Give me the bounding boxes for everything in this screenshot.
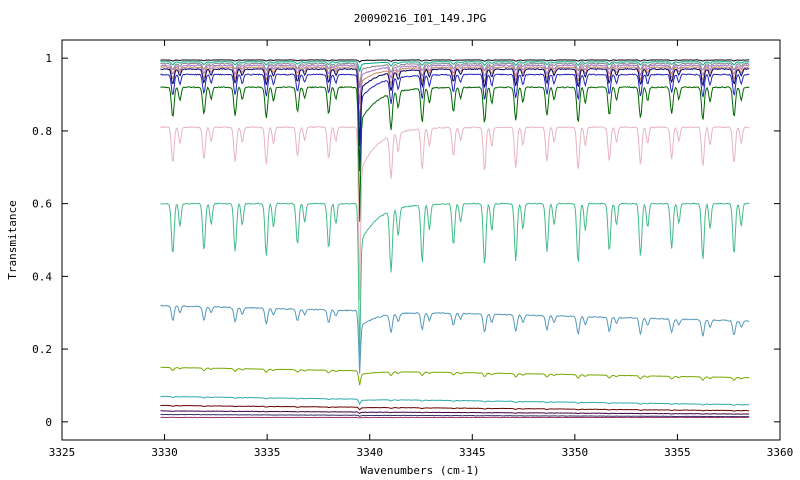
x-tick-label: 3360 xyxy=(767,446,794,459)
series-line xyxy=(160,67,750,147)
x-tick-label: 3335 xyxy=(254,446,281,459)
series-line xyxy=(160,73,750,172)
series-line xyxy=(160,404,750,412)
y-tick-label: 0.4 xyxy=(32,270,52,283)
series-line xyxy=(160,416,750,419)
x-tick-label: 3330 xyxy=(151,446,178,459)
y-tick-label: 0.6 xyxy=(32,198,52,211)
x-tick-label: 3325 xyxy=(49,446,76,459)
series-line xyxy=(160,395,750,406)
series-line xyxy=(160,86,750,222)
x-tick-label: 3340 xyxy=(356,446,383,459)
plot-frame xyxy=(61,39,781,441)
y-tick-label: 0.2 xyxy=(32,343,52,356)
series-line xyxy=(160,62,750,89)
x-tick-label: 3355 xyxy=(664,446,691,459)
series-line xyxy=(160,410,750,415)
x-tick-label: 3350 xyxy=(562,446,589,459)
series-line xyxy=(160,413,750,418)
x-axis: 3325 3330 3335 3340 3345 3350 3355 3360 xyxy=(49,40,794,459)
series-line xyxy=(160,64,750,105)
series-line xyxy=(160,61,750,72)
chart-title: 20090216_I01_149.JPG xyxy=(354,12,486,25)
y-tick-label: 0 xyxy=(45,416,52,429)
x-axis-label: Wavenumbers (cm-1) xyxy=(360,464,479,477)
series-line xyxy=(160,66,750,125)
y-tick-label: 1 xyxy=(45,52,52,65)
y-axis: 0 0.2 0.4 0.6 0.8 1 xyxy=(32,52,780,429)
series-group xyxy=(160,59,750,419)
series-line xyxy=(160,304,750,374)
x-tick-label: 3345 xyxy=(459,446,486,459)
y-axis-label: Transmitance xyxy=(6,200,19,279)
y-tick-label: 0.8 xyxy=(32,125,52,138)
series-line xyxy=(160,126,750,301)
series-line xyxy=(160,59,750,63)
series-line xyxy=(160,366,750,386)
series-line xyxy=(160,202,750,358)
